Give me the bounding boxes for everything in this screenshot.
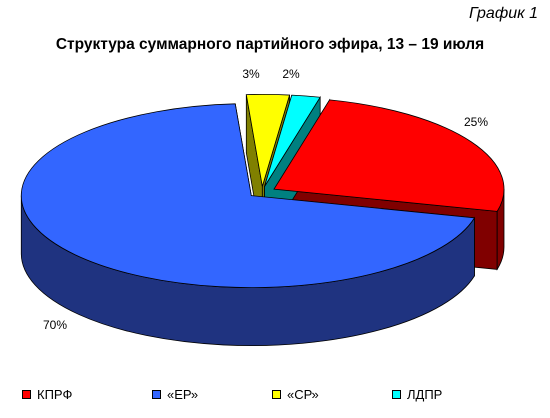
pie-label-ldpr: 2% <box>282 67 300 81</box>
legend-swatch-sr <box>272 390 281 399</box>
legend-swatch-er <box>152 390 161 399</box>
legend-swatch-kprf <box>22 390 31 399</box>
pie-slice-kprf <box>273 99 505 212</box>
legend-label-kprf: КПРФ <box>37 387 73 402</box>
pie-slice-sr <box>245 94 291 187</box>
pie-label-kprf: 25% <box>464 115 488 129</box>
chart-title: Структура суммарного партийного эфира, 1… <box>55 36 485 53</box>
legend-item-kprf: КПРФ <box>22 387 72 402</box>
legend-label-sr: «СР» <box>287 387 319 402</box>
pie-slice-er <box>20 103 476 288</box>
legend-item-ldpr: ЛДПР <box>392 387 442 402</box>
legend-swatch-ldpr <box>392 390 401 399</box>
legend-label-er: «ЕР» <box>167 387 199 402</box>
chart-number-label: График 1 <box>469 5 538 22</box>
legend-item-sr: «СР» <box>272 387 319 402</box>
chart-legend: КПРФ «ЕР» «СР» ЛДПР <box>22 387 542 407</box>
pie-label-sr: 3% <box>242 67 260 81</box>
legend-item-er: «ЕР» <box>152 387 198 402</box>
pie-slice-ldpr <box>264 94 321 187</box>
legend-label-ldpr: ЛДПР <box>407 387 443 402</box>
pie-label-er: 70% <box>43 318 67 332</box>
